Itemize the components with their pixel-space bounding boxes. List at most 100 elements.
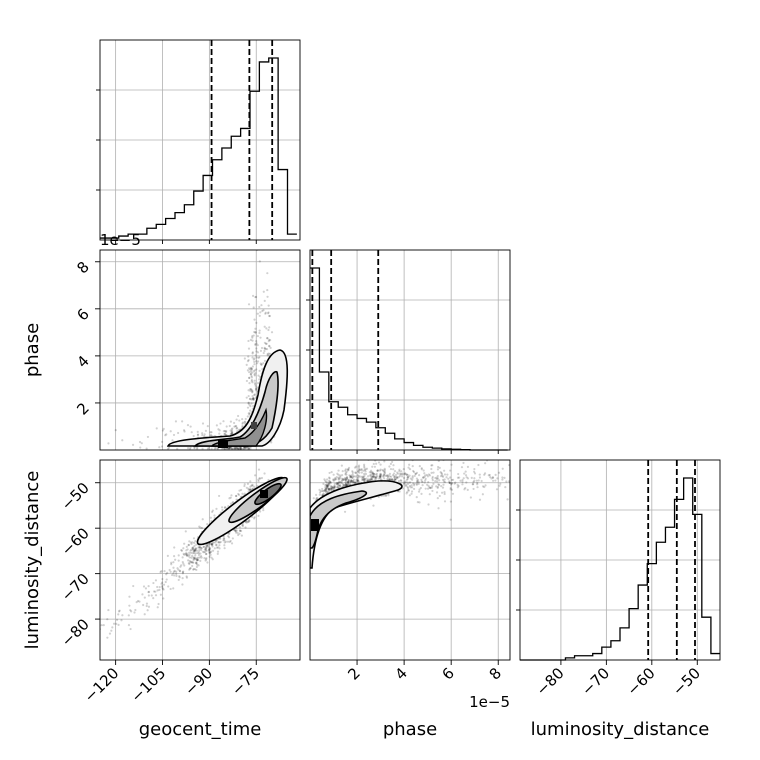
scatter-point <box>425 483 429 486</box>
scatter-point <box>251 339 254 342</box>
scatter-point <box>326 490 329 494</box>
scatter-point <box>108 632 112 635</box>
scatter-point <box>404 472 407 475</box>
scatter-point <box>376 475 379 478</box>
scatter-point <box>475 479 478 482</box>
scatter-point <box>191 541 194 544</box>
scatter-point <box>388 475 391 478</box>
scatter-point <box>248 376 251 379</box>
scatter-point <box>188 556 191 559</box>
scatter-point <box>349 479 353 482</box>
scatter-point <box>373 465 377 468</box>
scatter-point <box>332 486 335 489</box>
scatter-point <box>370 478 373 481</box>
scatter-point <box>431 475 434 479</box>
scatter-point <box>340 464 343 467</box>
scatter-point <box>235 494 238 498</box>
scatter-point <box>431 464 434 467</box>
scatter-point <box>413 474 416 478</box>
scatter-point <box>158 585 161 589</box>
scatter-point <box>460 466 464 469</box>
scatter-point <box>405 473 408 476</box>
scatter-point <box>115 618 119 621</box>
scatter-point <box>457 472 460 476</box>
scatter-point <box>406 482 410 486</box>
scatter-point <box>260 304 263 307</box>
scatter-point <box>344 478 348 481</box>
scatter-point <box>180 549 184 552</box>
scatter-point <box>198 556 201 559</box>
scatter-point <box>249 366 253 369</box>
scatter-point <box>329 486 332 490</box>
scatter-point <box>325 487 328 490</box>
scatter-point <box>438 494 441 498</box>
scatter-point <box>128 595 131 598</box>
scatter-point <box>254 387 258 391</box>
scatter-point <box>256 351 260 354</box>
scatter-point <box>193 544 196 548</box>
scatter-point <box>356 477 359 480</box>
scatter-point <box>371 471 374 475</box>
scatter-point <box>251 351 254 354</box>
scatter-point <box>330 485 333 488</box>
scatter-point <box>255 356 258 359</box>
scatter-point <box>235 427 238 430</box>
scatter-point <box>172 566 175 569</box>
scatter-point <box>175 570 178 573</box>
scatter-point <box>379 463 382 466</box>
scatter-point <box>202 545 205 548</box>
scatter-point <box>132 584 135 588</box>
scatter-point <box>422 476 425 479</box>
scatter-point <box>427 481 430 484</box>
scatter-point <box>54 685 56 687</box>
scatter-point <box>197 553 201 557</box>
scatter-point <box>222 429 225 433</box>
scatter-point <box>202 551 206 554</box>
scatter-point <box>263 299 266 302</box>
scatter-point <box>223 539 226 542</box>
x-tick-label: −50 <box>669 664 704 699</box>
scatter-point <box>319 490 322 493</box>
scatter-point <box>267 340 270 343</box>
scatter-point <box>238 489 241 492</box>
scatter-point <box>196 559 199 562</box>
scatter-point <box>176 447 179 450</box>
scatter-point <box>210 543 214 546</box>
scatter-point <box>205 558 208 561</box>
scatter-point <box>257 360 260 363</box>
scatter-point <box>249 488 252 491</box>
scatter-point <box>254 389 258 392</box>
scatter-point <box>257 374 260 377</box>
scatter-point <box>239 447 242 450</box>
scatter-point <box>384 494 388 497</box>
scatter-point <box>228 447 231 450</box>
scatter-point <box>167 585 170 588</box>
scatter-point <box>161 577 164 581</box>
scatter-point <box>251 397 254 400</box>
scatter-point <box>251 484 254 487</box>
scatter-point <box>233 425 236 428</box>
panel-frame <box>309 459 511 661</box>
scatter-point <box>335 482 339 485</box>
scatter-point <box>327 487 331 491</box>
scatter-point <box>195 447 199 450</box>
scatter-point <box>327 479 331 482</box>
scatter-point <box>391 478 394 481</box>
scatter-point <box>511 468 513 470</box>
scatter-point <box>472 480 475 484</box>
scatter-point <box>535 481 537 483</box>
scatter-point <box>240 529 243 533</box>
scatter-point <box>383 494 386 497</box>
scatter-point <box>501 467 504 470</box>
scatter-point <box>327 484 330 487</box>
scatter-point <box>218 429 221 432</box>
x-tick-label: −80 <box>533 664 568 699</box>
scatter-point <box>334 477 337 480</box>
scatter-point <box>325 480 328 484</box>
scatter-point <box>247 355 250 358</box>
scatter-point <box>389 462 392 465</box>
scatter-point <box>429 486 432 490</box>
scatter-point <box>409 477 412 480</box>
scatter-point <box>210 543 213 546</box>
